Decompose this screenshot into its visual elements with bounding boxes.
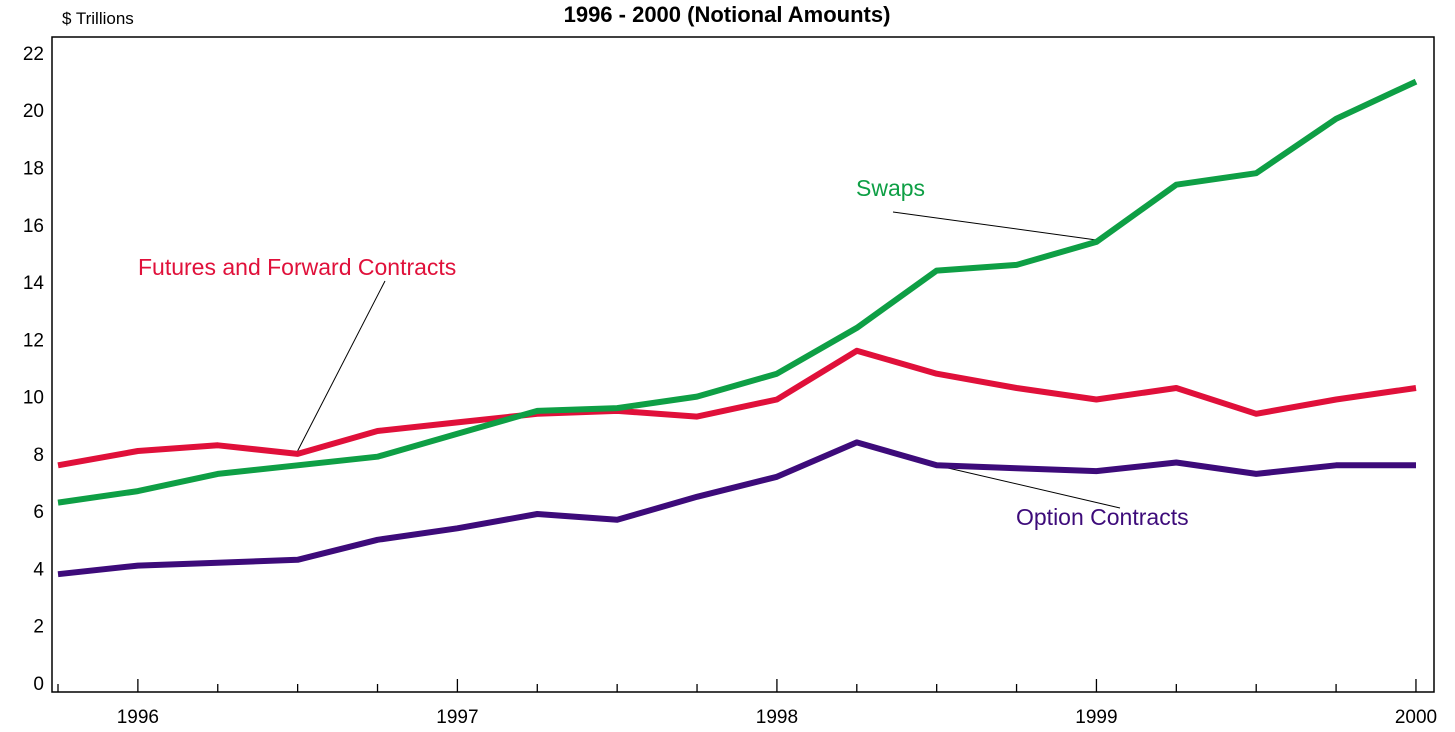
x-tick-label: 1998: [756, 707, 798, 728]
series-labels: Futures and Forward Contracts Swaps Option…: [138, 175, 1189, 530]
series-line-1: [57, 78, 1418, 506]
y-axis-unit-label: $ Trillions: [62, 9, 134, 28]
x-tick-label: 1996: [117, 707, 159, 728]
swaps-pointer-line: [892, 211, 1097, 241]
y-tick-label: 22: [23, 44, 44, 65]
chart-title: 1996 - 2000 (Notional Amounts): [564, 2, 891, 27]
options-pointer-line: [936, 464, 1121, 509]
y-tick-label: 8: [33, 445, 44, 466]
y-tick-label: 14: [23, 273, 45, 294]
x-axis-ticks: 1996 1997 1998 1999 2000: [57, 679, 1437, 728]
series-lines: [57, 78, 1418, 578]
y-tick-label: 18: [23, 158, 44, 179]
plot-frame: [51, 36, 1435, 693]
y-tick-label: 20: [23, 101, 44, 122]
series-label-2: Option Contracts: [1016, 504, 1189, 530]
y-tick-label: 12: [23, 330, 44, 351]
y-tick-label: 10: [23, 388, 44, 409]
futures-pointer-line: [297, 280, 386, 452]
x-tick-label: 1999: [1075, 707, 1117, 728]
x-tick-label: 1997: [436, 707, 478, 728]
x-tick-label: 2000: [1395, 707, 1437, 728]
series-line-2: [57, 439, 1416, 578]
y-axis-ticks: 0 2 4 6 8 10 12 14 16 18 20 22: [23, 44, 45, 695]
y-tick-label: 4: [33, 559, 44, 580]
y-tick-label: 6: [33, 502, 44, 523]
label-pointers: [297, 211, 1121, 509]
series-label-1: Swaps: [856, 175, 925, 201]
series-line-0: [57, 347, 1417, 469]
series-label-0: Futures and Forward Contracts: [138, 254, 456, 280]
y-tick-label: 16: [23, 216, 44, 237]
y-tick-label: 0: [33, 674, 44, 695]
y-tick-label: 2: [33, 617, 44, 638]
